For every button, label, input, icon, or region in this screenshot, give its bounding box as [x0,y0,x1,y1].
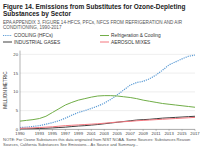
legend-entry: INDUSTRIAL GASES [14,40,60,45]
x-tick-label: 2009 [138,131,148,136]
x-tick-label: 2011 [152,131,162,136]
legend-swatch [3,35,12,36]
series-line [20,117,195,128]
x-tick-label: 2005 [113,131,123,136]
x-tick-label: 1995 [48,131,58,136]
grid-line [20,73,195,74]
x-tick-label: 1990 [15,131,25,136]
subtitle: EPA APPENDIX 3, FIGURE 14-HFCS, PFCs, NF… [3,20,183,31]
text-line: Sources, California Substances See Emiss… [3,142,138,147]
x-tick-label: 1997 [61,131,71,136]
footer: NOTE: For Ozone Substances this data ori… [3,137,190,147]
x-tick-label: 2007 [126,131,136,136]
legend-swatch [100,35,109,36]
text-line: CONDITIONING, 1990-2017 [3,25,62,30]
grid-line [20,54,195,55]
x-tick-label: 2015 [177,131,187,136]
plot-marks [20,55,195,129]
grid-line [20,91,195,92]
series-line [20,55,195,127]
grid-line [20,110,195,111]
legend-swatch [100,42,109,43]
chart: Figure 14. Emissions from Substitutes fo… [0,0,200,150]
y-tick-label: 5 [16,108,19,113]
x-tick-label: 2001 [87,131,97,136]
text-line: Substances by Sector [3,10,71,18]
legend-swatch [3,42,12,43]
series-line [20,116,195,129]
y-tick-label: 10 [13,89,18,94]
y-tick-label: 20 [13,52,18,57]
y-axis-line [20,51,21,130]
x-tick-label: 1999 [74,131,84,136]
x-tick-label: 1993 [35,131,45,136]
x-axis-line [20,129,195,130]
x-tick-label: 2013 [164,131,174,136]
y-tick-label: 15 [13,71,18,76]
text-line: EPA APPENDIX 3, FIGURE 14-HFCS, PFCs, NF… [3,20,183,25]
y-axis-label: MILLION METRIC [3,71,8,109]
title: Figure 14. Emissions from Substitutes fo… [3,3,185,19]
grid-line [20,129,195,130]
legend-entry: COOLING (HFCs) [14,33,53,38]
legend-entry: Refrigeration & Cooling [111,33,161,38]
x-tick-label: 2017 [190,131,200,136]
text-line: Figure 14. Emissions from Substitutes fo… [3,3,185,11]
legend-entry: AEROSOL MIXES [111,40,150,45]
x-tick-label: 2003 [100,131,110,136]
